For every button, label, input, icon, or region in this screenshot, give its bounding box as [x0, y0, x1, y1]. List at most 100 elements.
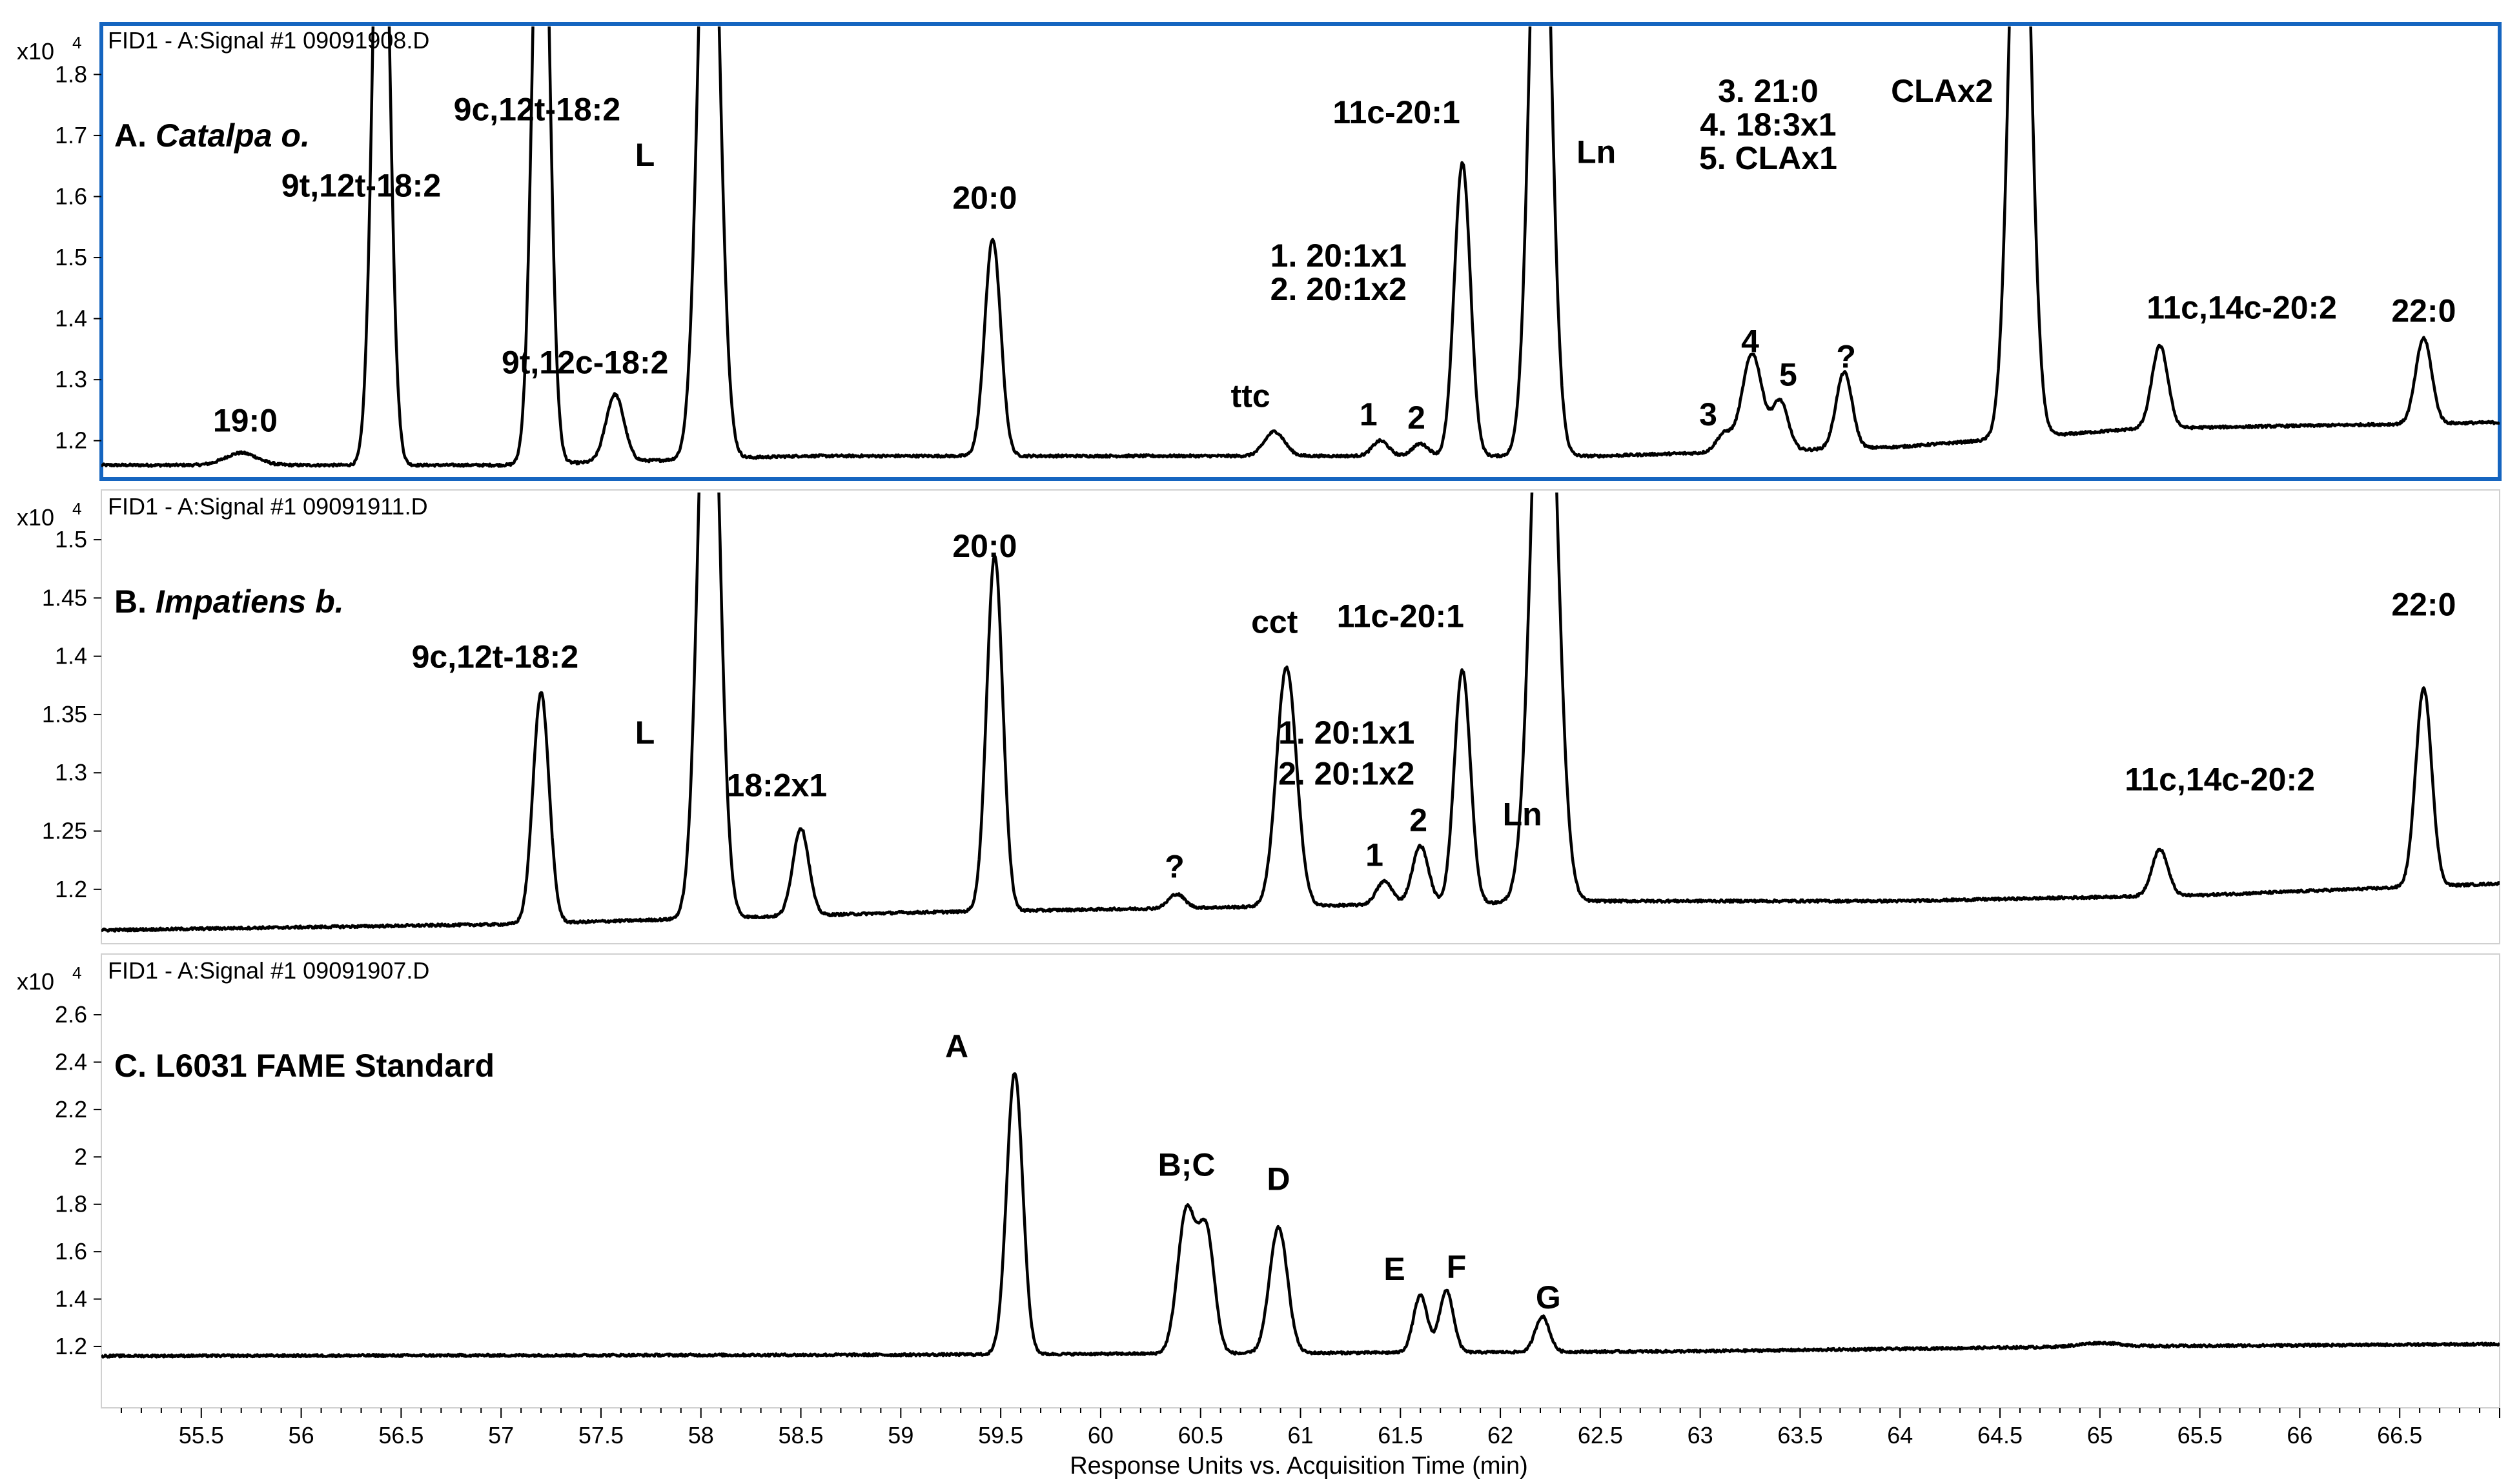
x-tick-label: 61 — [1287, 1422, 1313, 1448]
peak-label: F — [1447, 1248, 1467, 1285]
y-exponent-label: x10 — [17, 968, 54, 995]
peak-label: 9t,12t-18:2 — [281, 167, 441, 203]
panel-letter: A. — [114, 117, 156, 154]
y-tick-label: 2.6 — [55, 1001, 87, 1028]
peak-label: 11c,14c-20:2 — [2147, 290, 2337, 326]
peak-label: 11c-20:1 — [1332, 94, 1460, 130]
peak-label: 19:0 — [213, 403, 278, 439]
signal-header: FID1 - A:Signal #1 09091908.D — [108, 27, 429, 54]
y-tick-label: 2.2 — [55, 1096, 87, 1123]
peak-label: 2 — [1409, 802, 1427, 838]
peak-label: D — [1267, 1161, 1290, 1197]
x-axis-label: Response Units vs. Acquisition Time (min… — [1070, 1452, 1528, 1479]
panel-2: FID1 - A:Signal #1 09091911.D x10 4 1.2 1.25… — [17, 489, 2500, 944]
peak-label: Ln — [1576, 134, 1616, 170]
y-tick-label: 1.7 — [55, 122, 87, 148]
x-tick-label: 60 — [1088, 1422, 1114, 1448]
peak-label: 1 — [1360, 396, 1378, 432]
y-exponent-power: 4 — [72, 33, 81, 52]
x-axis: 55.5 56 56.5 57 57.5 58 58.5 59 59.5 60 60.5 61 61.5… — [120, 1408, 2500, 1448]
signal-header: FID1 - A:Signal #1 09091911.D — [108, 493, 428, 520]
panel-title: A. Catalpa o. — [114, 117, 310, 154]
peak-label: A — [945, 1028, 968, 1064]
panel-title: B. Impatiens b. — [114, 584, 344, 620]
x-tick-label: 64 — [1887, 1422, 1913, 1448]
y-tick-label: 1.4 — [55, 1286, 87, 1312]
x-tick-label: 58.5 — [779, 1422, 824, 1448]
peak-label: 22:0 — [2391, 292, 2456, 329]
y-exponent-power: 4 — [72, 499, 81, 518]
y-exponent-label: x10 — [17, 38, 54, 65]
peak-label: 18:2x1 — [727, 767, 828, 803]
y-tick-label: 1.2 — [55, 427, 87, 454]
peak-label: ? — [1836, 338, 1856, 374]
y-tick-label: 1.8 — [55, 1191, 87, 1217]
signal-trace — [101, 1072, 2500, 1359]
peak-label: 9c,12t-18:2 — [454, 91, 621, 127]
peak-label: 4. 18:3x1 — [1700, 107, 1836, 143]
panel-letter: B. — [114, 584, 156, 620]
y-tick-label: 1.6 — [55, 1238, 87, 1265]
peak-label: cct — [1251, 604, 1298, 640]
peak-label: 11c,14c-20:2 — [2125, 761, 2315, 797]
peak-label: 1. 20:1x1 — [1278, 715, 1414, 751]
panel-name: Impatiens b. — [156, 584, 344, 620]
peak-label: 9t,12c-18:2 — [502, 345, 669, 381]
x-tick-label: 65.5 — [2177, 1422, 2223, 1448]
y-tick-label: 2.4 — [55, 1048, 87, 1075]
peak-label: G — [1536, 1279, 1561, 1316]
y-tick-label: 1.35 — [42, 701, 87, 727]
peak-label: Ln — [1503, 796, 1542, 832]
y-tick-label: 1.25 — [42, 817, 87, 844]
x-tick-label: 65 — [2087, 1422, 2113, 1448]
y-tick-label: 2 — [74, 1143, 87, 1170]
y-exponent-power: 4 — [72, 963, 81, 982]
x-tick-label: 56 — [289, 1422, 314, 1448]
x-tick-label: 58 — [688, 1422, 714, 1448]
x-tick-label: 63.5 — [1777, 1422, 1822, 1448]
panel-name: Catalpa o. — [156, 117, 310, 154]
peak-label: L — [635, 137, 655, 173]
y-tick-label: 1.3 — [55, 759, 87, 786]
peak-label: ? — [1165, 849, 1185, 885]
panel-1: FID1 - A:Signal #1 09091908.D x10 4 1.2 1.3 1… — [17, 22, 2502, 481]
peak-label: 22:0 — [2391, 586, 2456, 622]
y-tick-label: 1.4 — [55, 643, 87, 669]
signal-header: FID1 - A:Signal #1 09091907.D — [108, 957, 429, 984]
peak-label: 5 — [1779, 357, 1797, 393]
peak-label: 5. CLAx1 — [1699, 140, 1837, 176]
y-tick-label: 1.5 — [55, 244, 87, 270]
peak-label: L — [635, 715, 655, 751]
peak-label: 20:0 — [952, 528, 1017, 564]
peak-label: CLAx2 — [1891, 73, 1993, 109]
x-tick-label: 57 — [488, 1422, 514, 1448]
signal-trace — [101, 493, 2500, 933]
peak-label: 4 — [1741, 323, 1759, 360]
y-exponent-label: x10 — [17, 504, 54, 531]
panel-name: L6031 FAME Standard — [156, 1048, 495, 1084]
peak-label: 11c-20:1 — [1337, 598, 1464, 635]
panel-3: FID1 - A:Signal #1 09091907.D x10 4 1.2 1.4 1… — [17, 953, 2500, 1408]
panel-title: C. L6031 FAME Standard — [114, 1048, 495, 1084]
peak-label: 2. 20:1x2 — [1270, 271, 1407, 307]
signal-trace — [101, 26, 2500, 468]
x-tick-label: 59.5 — [978, 1422, 1023, 1448]
x-tick-label: 56.5 — [378, 1422, 423, 1448]
peak-label: 2. 20:1x2 — [1278, 755, 1414, 791]
panel-frame — [99, 22, 2502, 481]
x-tick-label: 62 — [1487, 1422, 1513, 1448]
peak-label: ttc — [1231, 378, 1270, 414]
x-tick-label: 64.5 — [1977, 1422, 2023, 1448]
x-tick-label: 60.5 — [1178, 1422, 1223, 1448]
peak-label: 20:0 — [952, 179, 1017, 216]
panels-layer: FID1 - A:Signal #1 09091908.D x10 4 1.2 1.3 1… — [17, 22, 2502, 1408]
y-tick-label: 1.6 — [55, 183, 87, 209]
peak-label: 3. 21:0 — [1718, 73, 1819, 109]
peak-label: 1. 20:1x1 — [1270, 238, 1407, 274]
x-tick-label: 66 — [2287, 1422, 2312, 1448]
y-tick-label: 1.3 — [55, 366, 87, 392]
peak-label: 3 — [1699, 396, 1717, 432]
x-tick-label: 61.5 — [1378, 1422, 1423, 1448]
x-tick-label: 63 — [1688, 1422, 1713, 1448]
